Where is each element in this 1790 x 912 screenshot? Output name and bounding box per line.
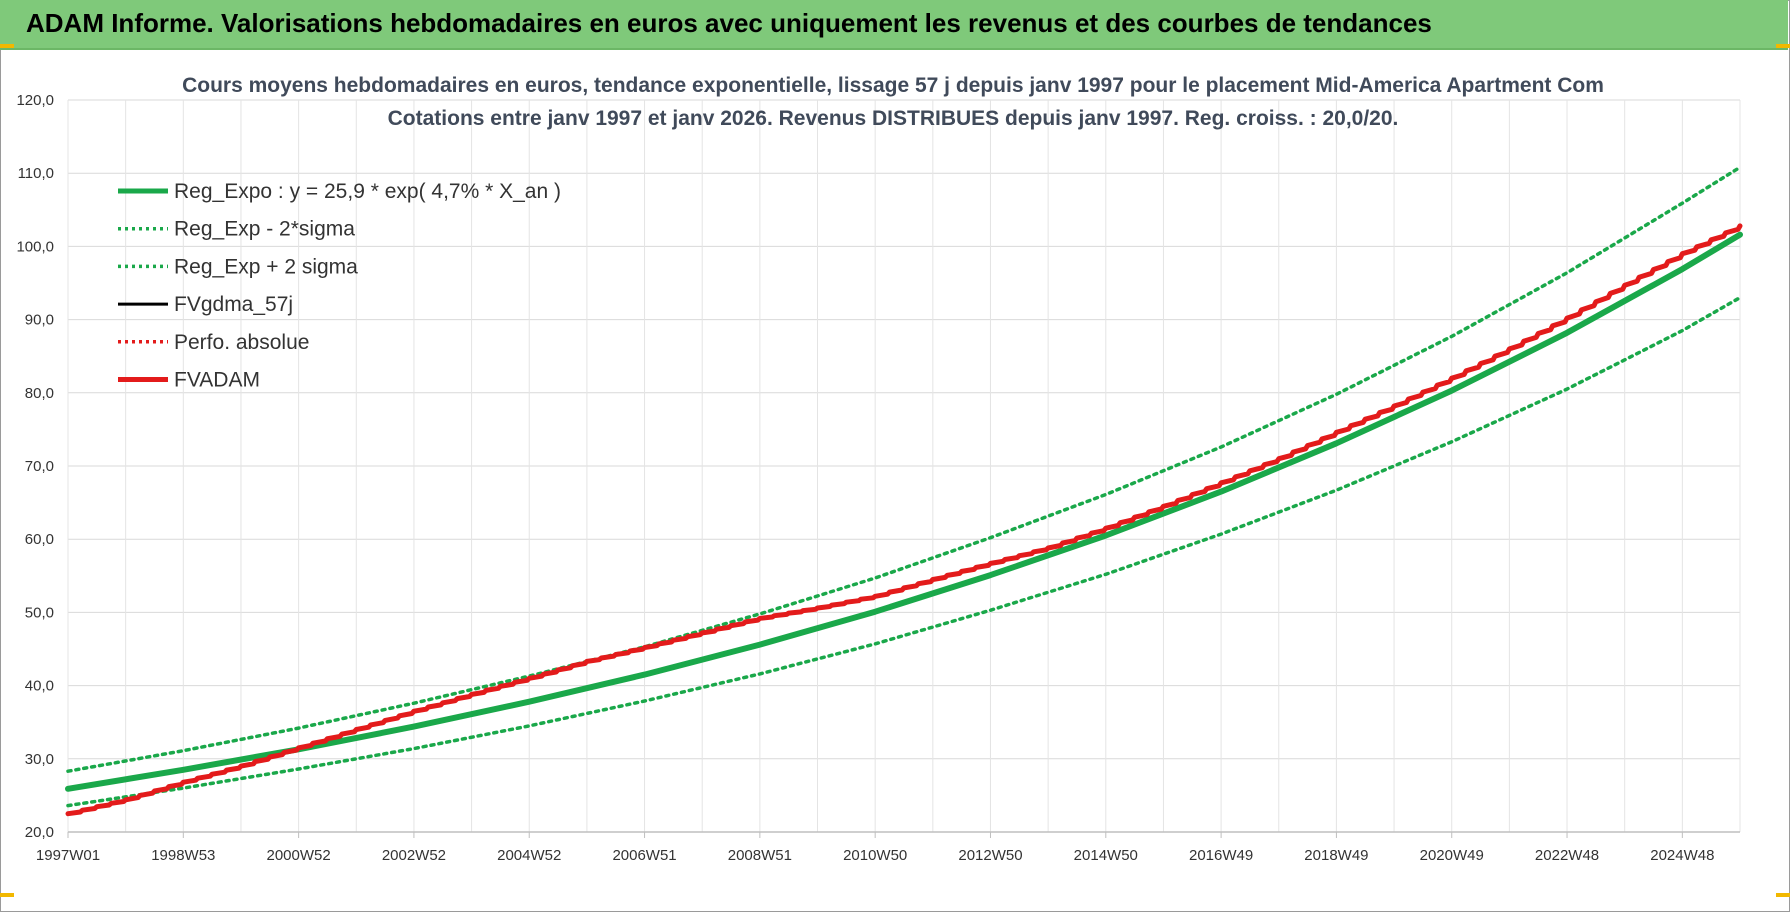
y-tick-label: 20,0: [25, 824, 54, 841]
corner-mark-bottom-left: [0, 893, 14, 897]
chart-subtitle: Cotations entre janv 1997 et janv 2026. …: [388, 107, 1399, 130]
axes: 20,0 30,0 40,0 50,0 60,0 70,0 80,0 90,0 100,0 110…: [16, 92, 1740, 864]
y-tick-label: 40,0: [25, 678, 54, 695]
x-tick-label: 2004W52: [497, 847, 561, 864]
series-line-5: [65, 223, 1743, 817]
page-title: ADAM Informe. Valorisations hebdomadaire…: [26, 8, 1432, 38]
y-tick-label: 120,0: [16, 92, 54, 109]
y-tick-label: 60,0: [25, 531, 54, 548]
legend-label-4: Perfo. absolue: [174, 331, 309, 354]
legend-label-1: Reg_Exp - 2*sigma: [174, 218, 355, 241]
legend-label-0: Reg_Expo : y = 25,9 * exp( 4,7% * X_an ): [174, 180, 561, 203]
y-tick-label: 30,0: [25, 751, 54, 768]
y-tick-label: 100,0: [16, 238, 54, 255]
y-tick-label: 110,0: [18, 165, 54, 182]
legend: Reg_Expo : y = 25,9 * exp( 4,7% * X_an )…: [118, 180, 561, 392]
legend-label-5: FVADAM: [174, 369, 260, 392]
x-tick-label: 2006W51: [612, 847, 676, 864]
y-tick-label: 80,0: [25, 385, 54, 402]
x-tick-label: 2018W49: [1304, 847, 1368, 864]
legend-label-2: Reg_Exp + 2 sigma: [174, 255, 358, 278]
x-tick-label: 2000W52: [267, 847, 331, 864]
x-tick-label: 2010W50: [843, 847, 907, 864]
x-tick-label: 2022W48: [1535, 847, 1599, 864]
x-tick-label: 2008W51: [728, 847, 792, 864]
corner-mark-bottom-right: [1776, 893, 1790, 897]
x-tick-label: 2020W49: [1420, 847, 1484, 864]
x-tick-label: 2014W50: [1074, 847, 1138, 864]
y-tick-label: 70,0: [25, 458, 54, 475]
corner-mark-top-right: [1776, 44, 1790, 48]
legend-label-3: FVgdma_57j: [174, 293, 293, 316]
header-banner: ADAM Informe. Valorisations hebdomadaire…: [0, 0, 1788, 50]
series-line-1: [66, 295, 1742, 808]
corner-mark-top-left: [0, 44, 14, 48]
series-line-0: [65, 231, 1743, 792]
x-tick-label: 2016W49: [1189, 847, 1253, 864]
y-tick-label: 50,0: [25, 604, 54, 621]
y-tick-label: 90,0: [25, 312, 54, 329]
x-tick-label: 2012W50: [958, 847, 1022, 864]
chart-title: Cours moyens hebdomadaires en euros, ten…: [182, 74, 1604, 97]
x-tick-label: 1998W53: [151, 847, 215, 864]
x-tick-label: 2024W48: [1650, 847, 1714, 864]
series-line-2: [66, 165, 1742, 773]
x-tick-label: 2002W52: [382, 847, 446, 864]
series-lines: [65, 165, 1743, 817]
x-tick-label: 1997W01: [36, 847, 100, 864]
